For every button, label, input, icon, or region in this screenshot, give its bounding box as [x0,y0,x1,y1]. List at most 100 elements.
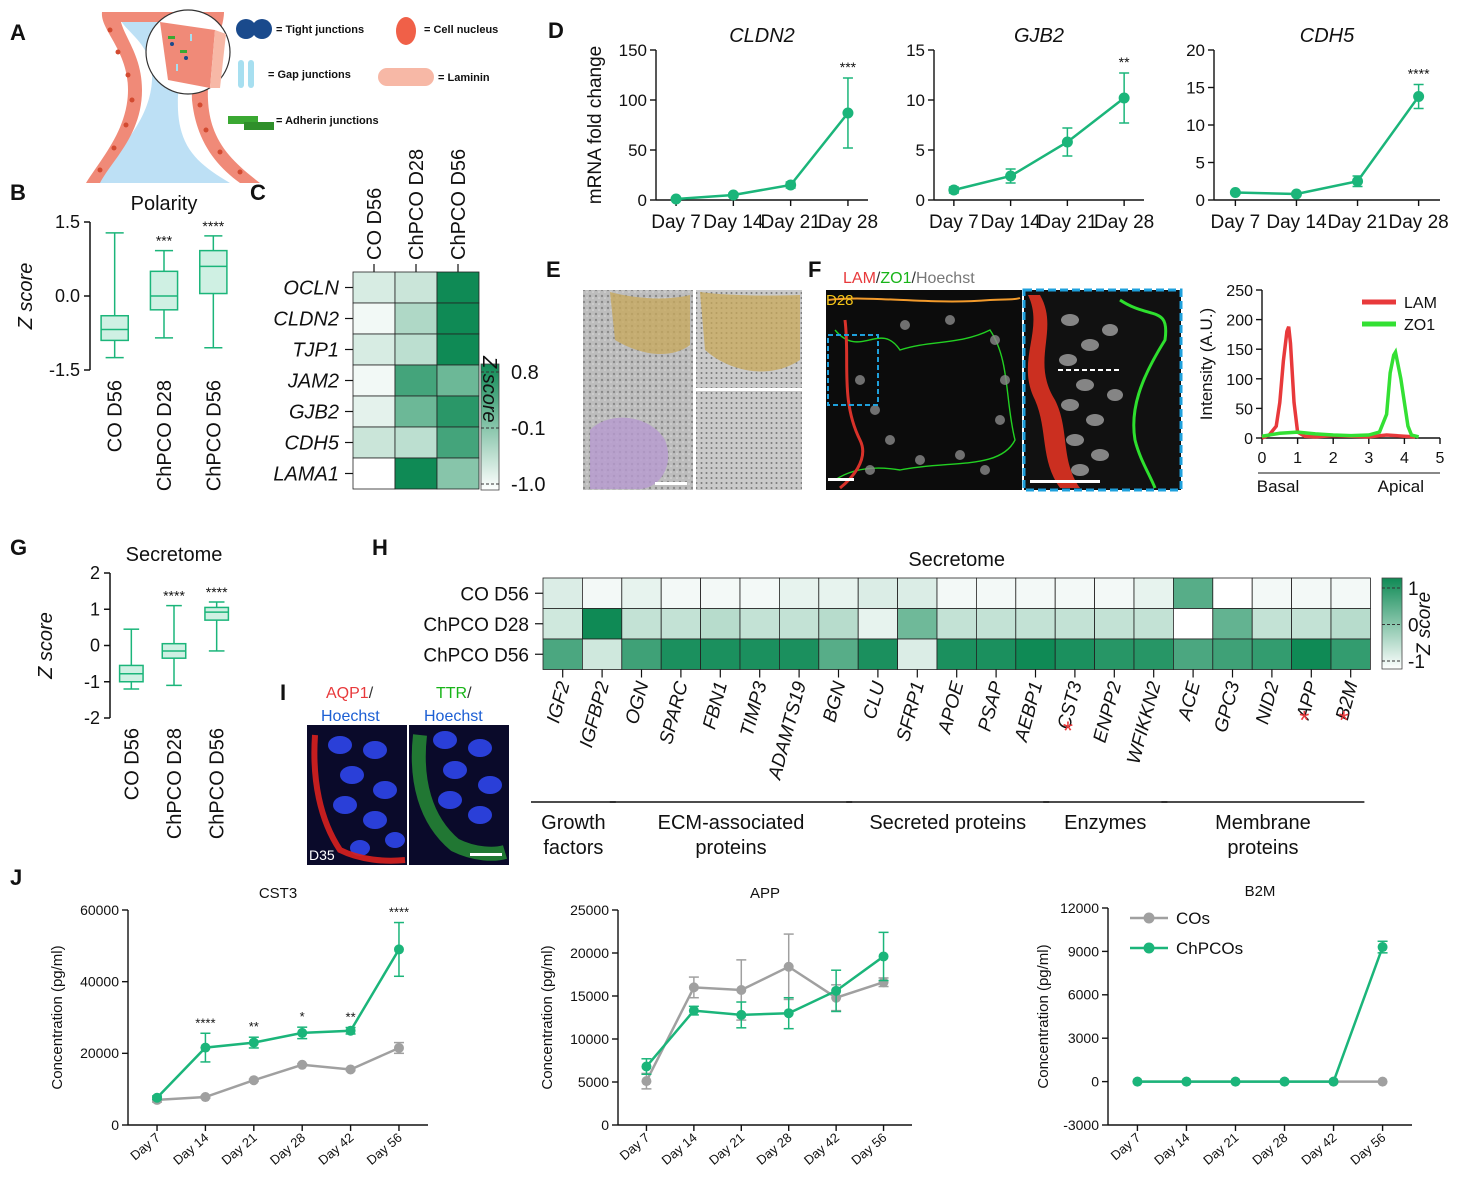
colorbar-label: Z score [1414,592,1435,656]
x-tick-label: ChPCO D28 [154,380,176,491]
data-point [1377,942,1388,953]
data-point [783,1008,794,1019]
y-axis-label: Concentration (pg/ml) [1035,944,1052,1088]
colorbar-tick-label: -1.0 [511,474,545,496]
chart-title: B2M [1245,883,1276,900]
tight-junction-icon [236,19,272,39]
heatmap-cell [936,577,977,609]
legend-swatch-point [1143,912,1155,924]
column-label: OGN [622,679,654,727]
heatmap-cell [739,577,780,609]
heatmap-cell [352,271,396,304]
heatmap-cell [1251,638,1292,670]
data-point [200,1042,211,1053]
heatmap-cell [1330,608,1371,640]
epithelium-left [86,12,142,183]
column-label: FBN1 [699,679,732,731]
heatmap-cell [436,302,480,335]
heatmap-cell [1251,608,1292,640]
series-line [1261,347,1420,439]
panel-letter-e: E [546,257,561,282]
f-zoom-lam-band [1027,295,1080,488]
cldn2-line-chart: CLDN2 0 50 100 150 mRNA fold change Day 7 Day 1… [585,25,878,233]
significance-marker: ** [1119,54,1130,70]
intensity-profile-chart: 0 50 100 150 200 250 0 1 2 3 4 5 Intensity (A.U.) Bas… [1197,283,1445,496]
legend-entry: LAM [1404,295,1437,312]
data-point [152,1092,163,1103]
f-roi-box [827,334,879,406]
data-point [1181,1076,1192,1087]
significance-marker: **** [195,1015,215,1030]
heatmap-cell [394,364,438,397]
data-point [1230,1076,1241,1087]
f-overview-image [826,290,1022,490]
chart-title: GJB2 [1014,25,1064,47]
secretome-heatmap: Secretome CO D56 ChPCO D28 ChPCO D56 IGF2 IGF… [423,549,1435,859]
x-tick-label: Day 56 [1347,1130,1388,1168]
data-point [393,944,404,955]
cell-nucleus-icon [396,17,416,45]
f-title-lam: LAM [843,270,876,287]
i-day-label: D35 [309,847,335,863]
chart-title: Polarity [131,193,198,215]
data-point [783,961,794,972]
significance-marker: **** [206,584,228,600]
data-point [297,1059,308,1070]
column-label: ENPP2 [1090,679,1127,745]
y-tick-label: 1 [90,599,100,619]
heatmap-cell [1212,577,1253,609]
panelI-fluorescence: AQP1/ Hoechst TTR/ Hoechst D35 [307,685,509,865]
y-tick-label: -2 [84,708,100,728]
x-tick-label: Day 28 [267,1130,308,1168]
significance-marker: ** [346,1010,356,1025]
box-iqr [199,249,228,295]
column-label: SPARC [656,679,693,747]
em-scale-bar [655,482,687,485]
x-tick-label: CO D56 [105,380,127,452]
heatmap-cell [436,457,480,490]
heatmap-cell [1173,608,1214,640]
heatmap-cell [352,333,396,366]
chart-title: Secretome [126,544,223,566]
heatmap-cell [394,457,438,490]
x-tick-label: Day 42 [801,1130,842,1168]
column-label: BGN [819,679,850,724]
y-tick-label: 5 [1196,153,1205,172]
series-line [645,955,885,1068]
heatmap-cell [660,608,702,640]
colorbar-tick-label: 0.8 [511,362,539,384]
i-left-aqp1: AQP1 [326,685,369,702]
colorbar [1381,577,1403,670]
x-tick-label: Day 42 [315,1130,356,1168]
row-label: GJB2 [289,402,339,424]
group-label: proteins [695,837,766,859]
data-point [1352,175,1364,187]
y-tick-label: 0 [1091,1074,1099,1090]
star-marker: * [1299,705,1309,735]
group-label: factors [543,837,603,859]
cst3-line-chart: CST3 0 20000 40000 60000 Concentration (pg/ml… [49,885,428,1168]
x-tick-label: ChPCO D56 [203,380,225,491]
heatmap-cell [621,638,662,670]
em-zoom-overlay [700,292,800,372]
row-label: CLDN2 [273,309,339,331]
column-label: NID2 [1252,679,1284,727]
series-line [675,112,849,201]
column-label: TIMP3 [737,679,772,739]
group-label: Secreted proteins [869,812,1026,834]
heatmap-cell [897,577,938,609]
heatmap-cell [436,395,480,428]
adherin-junction-icon [228,116,274,130]
secretome-boxplot: Secretome 2 1 0 -1 -2 Z score CO D56 **** ChPCO D… [35,544,230,839]
gap-junction-icon [238,60,254,88]
x-tick-label: Day 56 [848,1130,889,1168]
lumen-shape [90,12,230,183]
data-point [842,107,854,119]
y-axis-label: Concentration (pg/ml) [49,945,66,1089]
data-point [1229,187,1241,198]
heatmap-cell [582,608,623,640]
x-tick-label: Day 7 [617,1130,653,1163]
x-tick-label: ChPCO D28 [164,728,186,839]
heatmap-cell [976,608,1017,640]
